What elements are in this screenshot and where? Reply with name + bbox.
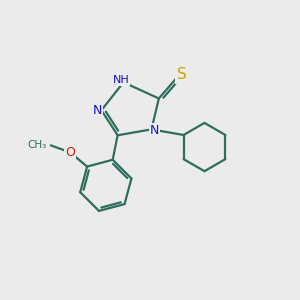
Text: O: O (65, 146, 75, 159)
Text: N: N (92, 104, 102, 117)
Text: N: N (150, 124, 159, 137)
Text: CH₃: CH₃ (27, 140, 46, 150)
Text: S: S (177, 68, 186, 82)
Text: NH: NH (113, 75, 130, 85)
